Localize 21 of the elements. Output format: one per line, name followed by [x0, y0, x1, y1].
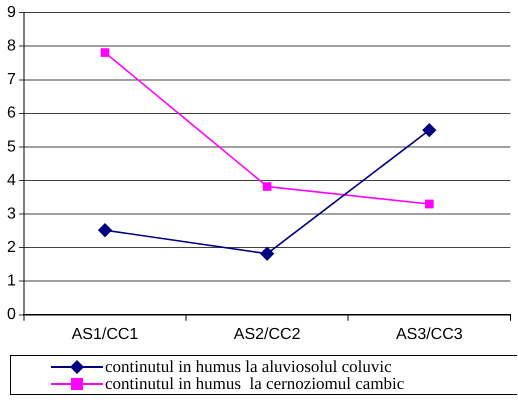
point — [262, 182, 272, 191]
y-tick-label: 8 — [6, 38, 16, 55]
point — [98, 223, 112, 237]
point — [422, 123, 436, 137]
y-tick-label: 1 — [6, 272, 16, 290]
y-tick-label: 6 — [6, 104, 16, 122]
y-tick-label: 9 — [6, 4, 16, 22]
y-tick-label: 2 — [6, 239, 16, 256]
y-tick-label: 7 — [6, 71, 16, 88]
point — [260, 246, 274, 260]
y-tick-label: 3 — [6, 205, 16, 222]
legend-label: continutul in humus la cernoziomul cambic — [105, 374, 404, 393]
y-tick-label: 4 — [6, 172, 16, 189]
point — [100, 48, 110, 57]
x-tick-label: AS1/CC1 — [72, 326, 138, 343]
point — [424, 200, 434, 208]
x-tick-label: AS3/CC3 — [396, 326, 463, 343]
y-tick-label: 0 — [6, 306, 16, 324]
y-tick-label: 5 — [6, 138, 16, 156]
x-tick-label: AS2/CC2 — [234, 326, 301, 343]
legend-label: continutul in humus la aluviosolul coluvic — [105, 357, 392, 376]
